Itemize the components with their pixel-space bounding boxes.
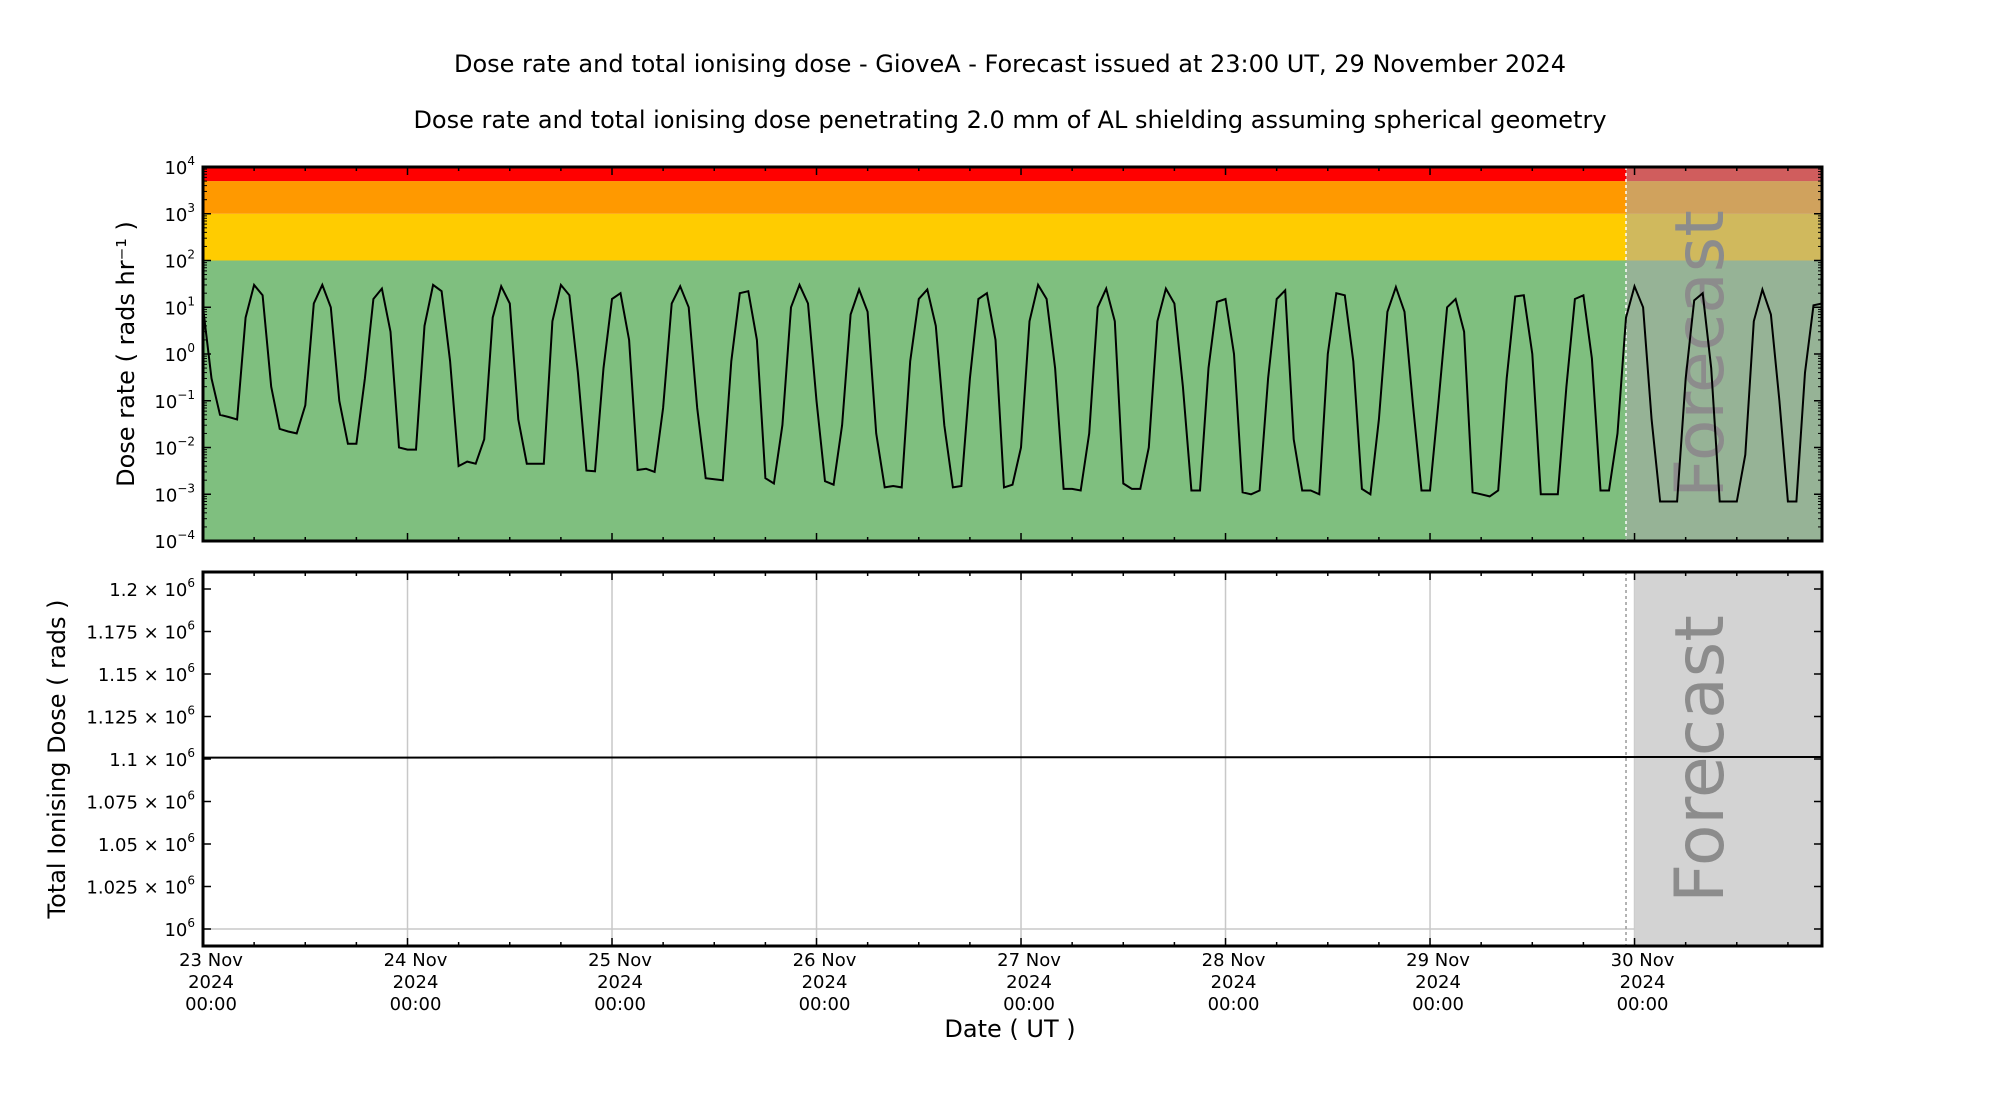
total-dose-ytick-label: 1.025 × 106 [86,874,195,899]
dose-rate-ytick-label: 10−1 [154,388,195,413]
total-dose-forecast-region [1634,572,1822,946]
x-tick-label: 00:00 [1003,994,1055,1015]
x-tick-label: 00:00 [1208,994,1260,1015]
dose-rate-bands [203,167,1822,541]
total-dose-ytick-label: 1.1 × 106 [109,746,195,771]
total-dose-x-ticks [202,572,1789,946]
x-tick-label: 24 Nov [384,950,448,971]
dose-rate-ytick-label: 103 [164,201,195,226]
total-dose-panel: Forecast 106 1.025 × 106 1.05 × 106 1.075 ×… [43,570,1824,948]
total-dose-ytick-label: 1.15 × 106 [98,661,195,686]
dose-band-3 [203,167,1822,182]
dose-rate-ytick-label: 10−3 [154,481,195,506]
total-dose-ytick-label: 1.075 × 106 [86,789,195,814]
dose-rate-plot-frame [201,165,1824,543]
x-tick-label: 2024 [188,972,234,993]
x-tick-label: 00:00 [390,994,442,1015]
x-tick-label: 2024 [1415,972,1461,993]
dose-rate-series-line [202,282,1823,503]
x-tick-label: 00:00 [594,994,646,1015]
total-dose-plot-frame [201,570,1824,948]
x-tick-label: 2024 [1620,972,1666,993]
dose-rate-forecast-label: Forecast [1661,210,1740,498]
dose-band-0 [203,260,1822,541]
x-tick-label: 27 Nov [997,950,1061,971]
x-tick-label: 00:00 [1617,994,1669,1015]
x-tick-label: 30 Nov [1611,950,1675,971]
x-tick-label: 2024 [597,972,643,993]
total-dose-series-line [202,755,1823,759]
chart-subtitle: Dose rate and total ionising dose penetr… [413,106,1606,134]
total-dose-ytick-label: 1.05 × 106 [98,831,195,856]
x-tick-label: 2024 [393,972,439,993]
x-tick-label: 28 Nov [1202,950,1266,971]
dose-rate-ytick-label: 102 [164,248,195,273]
dose-rate-panel: Forecast 10−4 10−3 10−2 10−1 100 101 102 103 104… [112,154,1824,553]
total-dose-y-axis-label: Total Ionising Dose ( rads ) [43,600,71,920]
x-tick-label: 23 Nov [179,950,243,971]
x-tick-label: 29 Nov [1406,950,1470,971]
dose-rate-ytick-label: 101 [164,294,195,319]
dose-band-1 [203,213,1822,261]
x-tick-label: 2024 [1006,972,1052,993]
total-dose-ytick-label: 1.125 × 106 [86,704,195,729]
x-tick-label: 00:00 [799,994,851,1015]
dose-rate-y-axis-label: Dose rate ( rads hr⁻¹ ) [112,221,140,487]
dose-rate-ytick-label: 104 [164,154,195,179]
total-dose-grid [202,572,1822,946]
x-axis-label: Date ( UT ) [944,1015,1075,1043]
total-dose-ytick-label: 1.175 × 106 [86,619,195,644]
dose-rate-ytick-label: 100 [164,341,195,366]
dose-rate-ytick-label: 10−2 [154,435,195,460]
total-dose-ytick-label: 106 [164,916,195,941]
x-tick-label: 00:00 [1412,994,1464,1015]
x-tick-label: 2024 [1211,972,1257,993]
dose-rate-y-ticks: 10−4 10−3 10−2 10−1 100 101 102 103 104 [154,154,1822,553]
dose-band-2 [203,181,1822,214]
total-dose-forecast-label: Forecast [1661,615,1740,903]
chart-title: Dose rate and total ionising dose - Giov… [454,50,1566,78]
x-tick-label: 00:00 [185,994,237,1015]
total-dose-ytick-label: 1.2 × 106 [109,576,195,601]
x-tick-label: 26 Nov [793,950,857,971]
dose-rate-ytick-label: 10−4 [154,528,195,553]
x-tick-label: 2024 [802,972,848,993]
x-tick-label: 25 Nov [588,950,652,971]
